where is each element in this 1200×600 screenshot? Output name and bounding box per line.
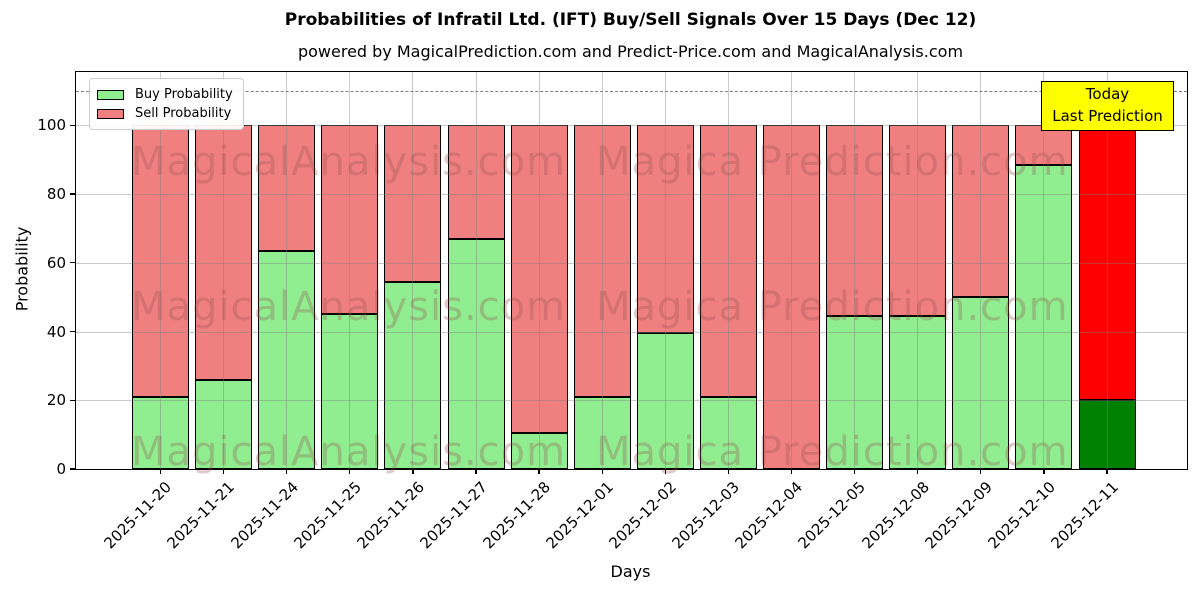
bar-buy-segment: [952, 297, 1010, 469]
bar-group: [763, 125, 820, 469]
bar-group: [573, 125, 631, 469]
bar-group: [1015, 125, 1073, 469]
bar-group: [258, 125, 316, 469]
y-tick-label: 40: [46, 322, 66, 341]
x-tick: [159, 469, 162, 474]
x-tick: [853, 469, 856, 474]
plot-area: MagicalAnalysis.com Magica Prediction.co…: [37, 71, 1188, 552]
chart-subtitle: powered by MagicalPrediction.com and Pre…: [297, 42, 964, 61]
today-annotation-box: Today Last Prediction: [1041, 81, 1174, 131]
legend-label-buy: Buy Probability: [135, 87, 233, 102]
x-tick: [1043, 469, 1045, 474]
bar-sell-segment: [1015, 125, 1073, 165]
legend: Buy Probability Sell Probability: [89, 78, 244, 130]
bar-sell-segment: [636, 125, 694, 334]
x-tick: [727, 469, 730, 474]
bar-buy-segment: [447, 238, 505, 469]
bar-buy-segment: [195, 379, 253, 469]
bar-sell-segment: [889, 125, 947, 317]
y-tick: [70, 193, 75, 195]
bar-buy-segment: [258, 250, 316, 469]
bar-sell-segment: [763, 125, 820, 469]
legend-label-sell: Sell Probability: [135, 106, 232, 121]
bar-buy-segment: [1015, 164, 1073, 469]
y-tick: [70, 262, 75, 264]
y-tick-label: 80: [46, 185, 66, 204]
today-annotation-line2: Last Prediction: [1052, 107, 1163, 125]
x-tick: [538, 469, 540, 474]
x-tick: [286, 469, 288, 474]
bar-buy-segment: [699, 396, 757, 469]
x-axis-label: Days: [610, 562, 651, 581]
bar-buy-segment: [573, 396, 631, 469]
y-tick-label: 60: [46, 253, 66, 272]
x-tick: [475, 469, 477, 474]
legend-item-sell: Sell Probability: [97, 104, 233, 123]
bar-buy-segment: [889, 316, 947, 469]
y-tick-label: 0: [56, 460, 66, 478]
bar-group: [321, 125, 379, 469]
bar-sell-segment: [321, 125, 379, 315]
bar-sell-segment: [510, 125, 568, 433]
y-tick-label: 20: [46, 391, 66, 410]
x-tick: [412, 469, 414, 474]
bar-group: [636, 125, 694, 469]
y-axis-label: Probability: [12, 226, 32, 312]
bar-sell-segment: [447, 125, 505, 239]
bar-buy-segment: [636, 333, 694, 469]
bar-group: [447, 125, 505, 469]
bar-sell-segment: [573, 125, 631, 397]
bar-sell-segment: [384, 125, 442, 282]
x-tick: [601, 469, 603, 474]
bar-buy-segment: [321, 314, 379, 469]
y-tick: [70, 124, 75, 126]
bar-group: [699, 125, 757, 469]
bar-group: [195, 125, 253, 469]
legend-item-buy: Buy Probability: [97, 85, 233, 104]
x-tick: [980, 469, 982, 474]
chart-title: Probabilities of Infratil Ltd. (IFT) Buy…: [284, 10, 977, 30]
bar-sell-segment: [826, 125, 884, 317]
bar-buy-segment: [510, 432, 568, 469]
x-tick: [790, 469, 793, 474]
y-tick-label: 100: [37, 116, 66, 135]
sell-swatch-icon: [97, 108, 124, 119]
bar-buy-segment: [826, 316, 884, 469]
y-tick: [70, 468, 75, 470]
y-tick: [70, 330, 75, 333]
today-annotation-line1: Today: [1085, 85, 1130, 103]
x-tick: [917, 469, 919, 474]
bar-group: [826, 125, 884, 469]
bar-sell-segment: [1078, 125, 1136, 401]
x-tick: [664, 469, 666, 474]
bar-buy-segment: [1078, 400, 1136, 469]
buy-swatch-icon: [97, 89, 124, 100]
bar-group: [132, 125, 189, 469]
bar-sell-segment: [195, 125, 253, 380]
bar-group: [1078, 125, 1136, 469]
bar-group: [510, 125, 568, 469]
x-tick: [222, 469, 225, 474]
x-tick: [1106, 469, 1108, 474]
bar-group: [952, 125, 1010, 469]
bar-sell-segment: [132, 125, 189, 397]
bar-group: [889, 125, 947, 469]
bar-sell-segment: [258, 125, 316, 251]
bar-group: [384, 125, 442, 469]
bar-buy-segment: [384, 281, 442, 469]
bar-sell-segment: [952, 125, 1010, 298]
bar-buy-segment: [132, 396, 189, 469]
y-tick: [70, 399, 75, 401]
bar-sell-segment: [699, 125, 757, 397]
x-tick: [349, 469, 351, 474]
